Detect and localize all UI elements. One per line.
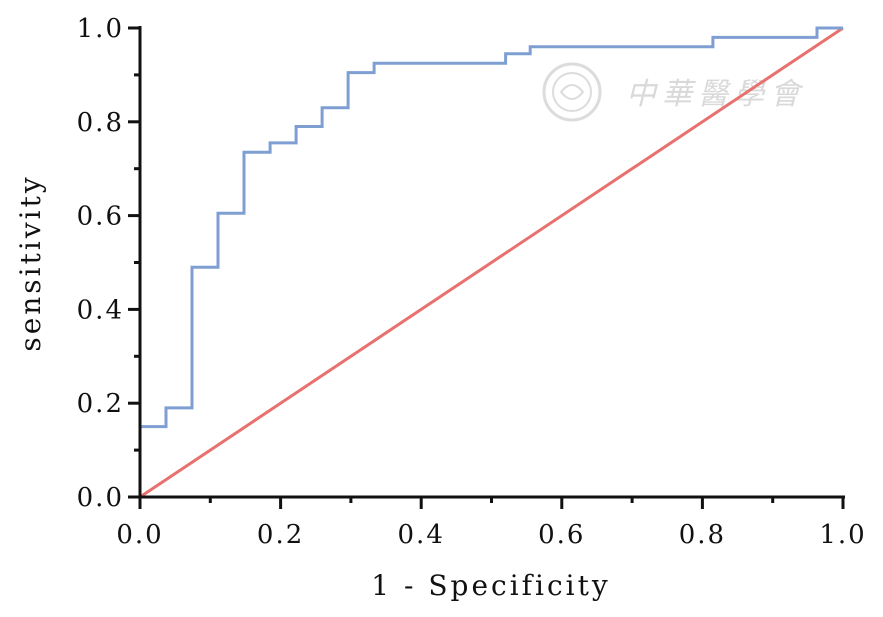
- y-tick-label: 0.6: [77, 202, 124, 232]
- seal-icon: [542, 62, 602, 122]
- y-tick-label: 0.0: [77, 483, 124, 513]
- series-line-2: [139, 26, 844, 499]
- x-tick-label: 1.0: [819, 520, 866, 550]
- axes: 0.0 0.2 0.4 0.6 0.8 1.0 0.0 0.2 0.4 0.6 0.8 1.0: [77, 14, 866, 550]
- watermark: 中華醫學會: [542, 62, 806, 122]
- y-tick-label: 0.2: [77, 389, 124, 419]
- x-tick-label: 0.2: [257, 520, 304, 550]
- plot-area: [138, 26, 844, 499]
- y-tick-label: 0.4: [77, 295, 124, 325]
- x-tick-label: 0.0: [116, 520, 163, 550]
- series-line-1: [138, 26, 843, 497]
- y-tick-label: 0.8: [77, 108, 124, 138]
- x-tick-label: 0.4: [398, 520, 445, 550]
- watermark-text: 中華醫學會: [626, 77, 806, 112]
- y-axis-title: sensitivity: [14, 174, 47, 351]
- y-tick-label: 1.0: [77, 14, 124, 44]
- x-axis-title: 1 - Specificity: [371, 569, 610, 602]
- x-tick-label: 0.6: [538, 520, 585, 550]
- x-tick-label: 0.8: [679, 520, 726, 550]
